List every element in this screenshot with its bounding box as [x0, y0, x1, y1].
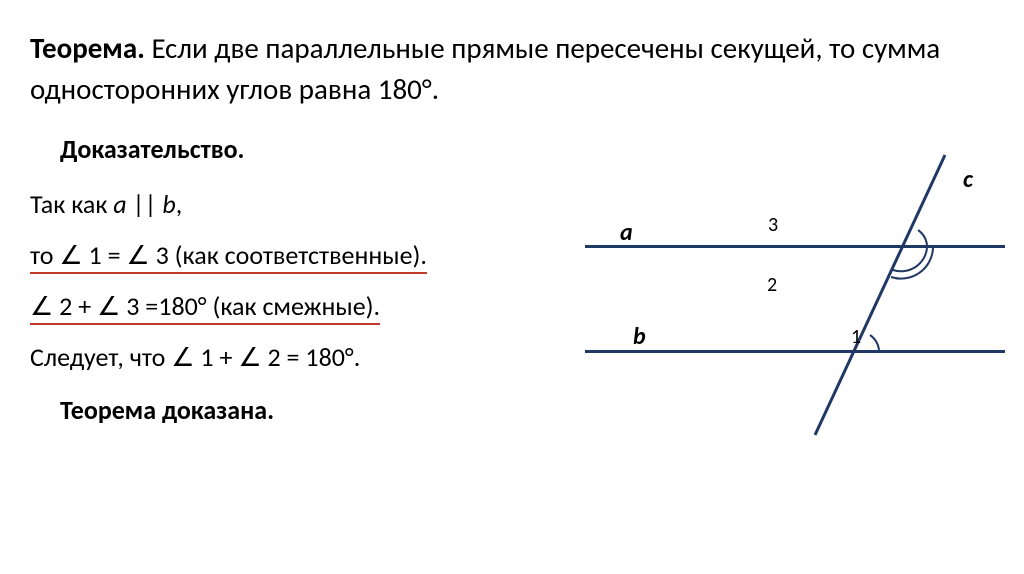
label-c: c: [963, 165, 973, 194]
angle-2: 2: [767, 273, 777, 297]
label-a: a: [620, 218, 633, 247]
angle-1: 1: [851, 325, 861, 349]
line-c: [585, 170, 1005, 450]
geometry-diagram: a b c 3 2 1: [585, 170, 1005, 450]
theorem-statement: Теорема. Если две параллельные прямые пе…: [30, 28, 994, 109]
label-b: b: [633, 322, 646, 351]
theorem-text: Если две параллельные прямые пересечены …: [30, 30, 940, 107]
proof-label: Доказательство.: [60, 133, 994, 165]
angle-3: 3: [768, 213, 778, 237]
theorem-label: Теорема.: [30, 30, 145, 66]
